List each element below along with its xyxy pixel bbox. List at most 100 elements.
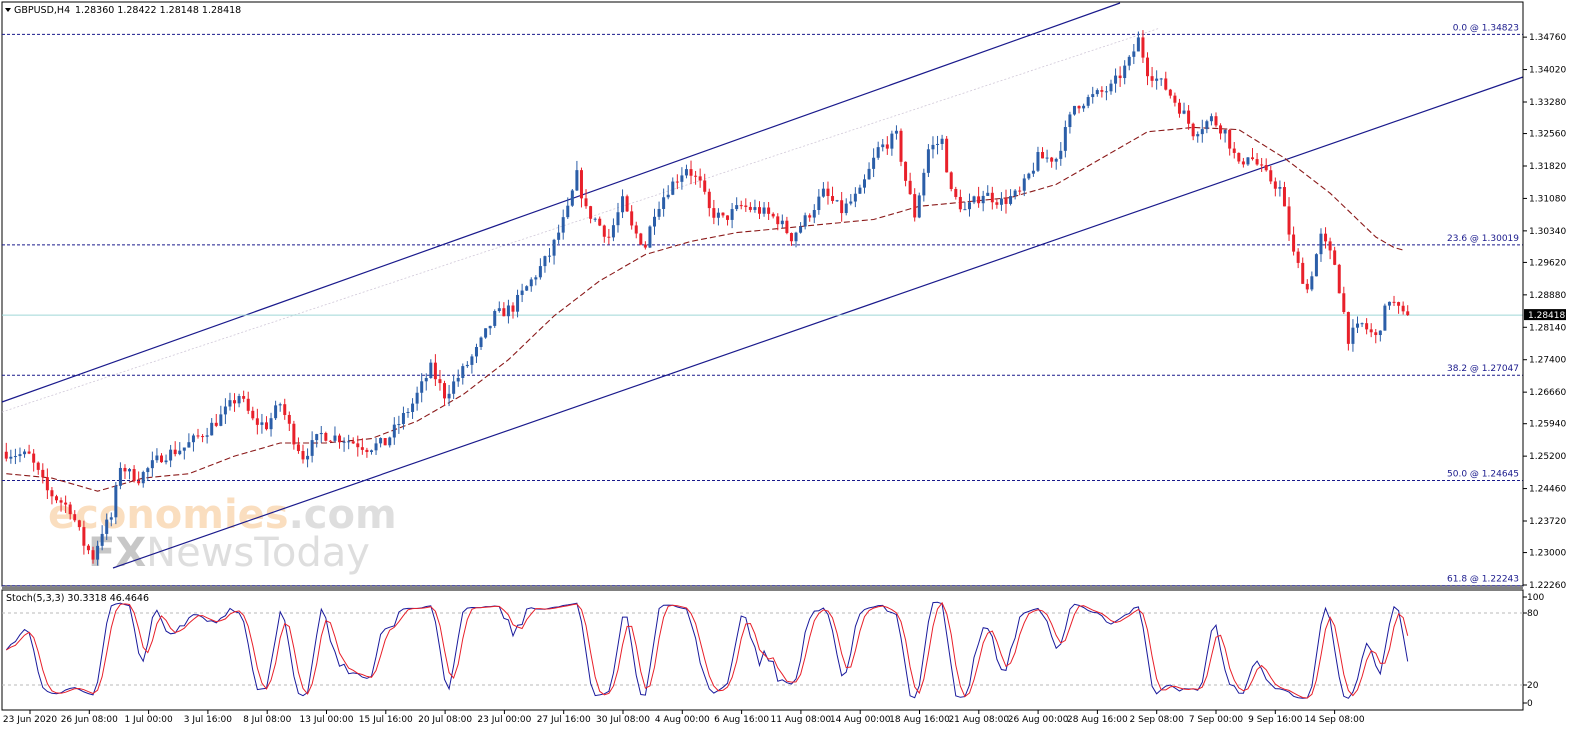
candle-body[interactable]: [967, 202, 971, 210]
candle-body[interactable]: [68, 504, 72, 515]
candle-body[interactable]: [347, 441, 351, 443]
candle-body[interactable]: [1072, 105, 1076, 115]
candle-body[interactable]: [365, 449, 369, 453]
candle-body[interactable]: [1150, 76, 1154, 81]
candle-body[interactable]: [876, 147, 880, 158]
candle-body[interactable]: [1091, 94, 1095, 98]
candle-body[interactable]: [1237, 152, 1241, 162]
candle-body[interactable]: [1205, 121, 1209, 130]
candle-body[interactable]: [1041, 152, 1045, 159]
candle-body[interactable]: [383, 438, 387, 446]
candle-body[interactable]: [1004, 198, 1008, 204]
candle-body[interactable]: [853, 193, 857, 202]
candle-body[interactable]: [561, 217, 565, 233]
candle-body[interactable]: [1063, 127, 1067, 151]
candle-body[interactable]: [520, 290, 524, 295]
candle-body[interactable]: [1196, 134, 1200, 137]
candle-body[interactable]: [360, 447, 364, 450]
candle-body[interactable]: [1310, 276, 1314, 290]
candle-body[interactable]: [287, 414, 291, 424]
channel-median-line[interactable]: [1, 27, 1161, 413]
candle-body[interactable]: [1397, 302, 1401, 306]
candle-body[interactable]: [1346, 312, 1350, 344]
candle-body[interactable]: [872, 157, 876, 169]
candle-body[interactable]: [1022, 178, 1026, 191]
candle-body[interactable]: [972, 196, 976, 203]
candle-body[interactable]: [1328, 241, 1332, 251]
candle-body[interactable]: [958, 196, 962, 210]
candle-body[interactable]: [1104, 91, 1108, 93]
candle-body[interactable]: [191, 435, 195, 443]
candle-body[interactable]: [1100, 90, 1104, 92]
candle-body[interactable]: [1219, 125, 1223, 134]
candle-body[interactable]: [1246, 157, 1250, 165]
candle-body[interactable]: [269, 418, 273, 430]
candle-body[interactable]: [1269, 170, 1273, 182]
channel-lower-line[interactable]: [112, 76, 1524, 569]
candle-body[interactable]: [447, 393, 451, 399]
candle-body[interactable]: [904, 161, 908, 181]
candle-body[interactable]: [1164, 78, 1168, 90]
candle-body[interactable]: [995, 202, 999, 205]
candle-body[interactable]: [543, 256, 547, 267]
candle-body[interactable]: [484, 328, 488, 338]
candle-body[interactable]: [1018, 190, 1022, 192]
candle-body[interactable]: [1009, 196, 1013, 204]
candle-body[interactable]: [96, 545, 100, 560]
candle-body[interactable]: [999, 198, 1003, 205]
candle-body[interactable]: [18, 454, 22, 457]
candle-body[interactable]: [1273, 181, 1277, 189]
candle-body[interactable]: [369, 450, 373, 453]
time-axis[interactable]: 23 Jun 2020 26 Jun 08:00 1 Jul 00:00 3 Jul …: [3, 710, 1365, 725]
candle-body[interactable]: [776, 216, 780, 225]
candle-body[interactable]: [1337, 264, 1341, 294]
candle-body[interactable]: [739, 205, 743, 207]
candle-body[interactable]: [1050, 157, 1054, 162]
candle-body[interactable]: [310, 440, 314, 456]
candle-body[interactable]: [1182, 110, 1186, 114]
candle-body[interactable]: [401, 413, 405, 425]
candle-body[interactable]: [721, 212, 725, 216]
candle-body[interactable]: [159, 455, 163, 463]
candle-body[interactable]: [246, 398, 250, 411]
candle-body[interactable]: [123, 467, 127, 472]
candle-body[interactable]: [1045, 157, 1049, 159]
candle-body[interactable]: [219, 414, 223, 426]
fibonacci-levels[interactable]: 0.0 @ 1.34823 23.6 @ 1.30019 38.2 @ 1.2704…: [2, 23, 1523, 587]
candle-body[interactable]: [525, 286, 529, 291]
candle-body[interactable]: [1146, 57, 1150, 77]
candle-body[interactable]: [1319, 233, 1323, 255]
candle-body[interactable]: [1059, 150, 1063, 159]
candle-body[interactable]: [671, 181, 675, 195]
candle-body[interactable]: [931, 144, 935, 150]
candle-body[interactable]: [575, 170, 579, 191]
candle-body[interactable]: [91, 550, 95, 560]
candle-body[interactable]: [1095, 90, 1099, 95]
candle-body[interactable]: [753, 207, 757, 210]
candle-body[interactable]: [342, 441, 346, 443]
candle-body[interactable]: [438, 379, 442, 384]
candle-body[interactable]: [228, 400, 232, 407]
candle-body[interactable]: [13, 456, 17, 458]
candle-body[interactable]: [949, 172, 953, 189]
candle-body[interactable]: [945, 138, 949, 173]
candle-body[interactable]: [333, 435, 337, 441]
candle-body[interactable]: [1255, 159, 1259, 165]
candle-body[interactable]: [306, 455, 310, 460]
candle-body[interactable]: [762, 207, 766, 214]
candle-body[interactable]: [201, 436, 205, 438]
candle-body[interactable]: [1296, 251, 1300, 263]
candle-body[interactable]: [493, 311, 497, 326]
candle-body[interactable]: [862, 179, 866, 188]
candle-body[interactable]: [808, 215, 812, 218]
candle-body[interactable]: [789, 233, 793, 242]
candle-body[interactable]: [785, 220, 789, 234]
candle-body[interactable]: [461, 366, 465, 378]
candle-body[interactable]: [1173, 95, 1177, 103]
candle-body[interactable]: [274, 405, 278, 419]
candle-body[interactable]: [105, 519, 109, 534]
candle-body[interactable]: [643, 244, 647, 248]
candle-body[interactable]: [703, 180, 707, 192]
candle-body[interactable]: [146, 468, 150, 473]
candle-body[interactable]: [292, 423, 296, 445]
